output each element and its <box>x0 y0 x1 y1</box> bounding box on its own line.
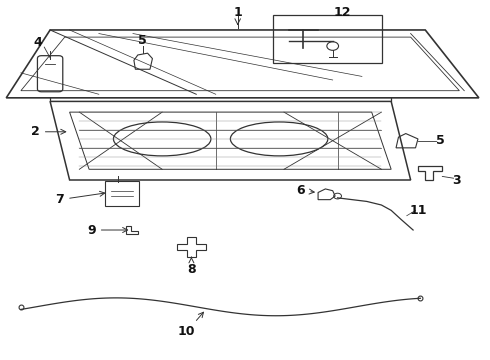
Text: 11: 11 <box>409 204 427 217</box>
Text: 10: 10 <box>178 312 203 338</box>
Text: 1: 1 <box>233 6 242 19</box>
Text: 5: 5 <box>436 134 444 147</box>
Text: 7: 7 <box>55 191 105 206</box>
Text: 4: 4 <box>33 36 42 49</box>
Text: 5: 5 <box>138 34 147 47</box>
Text: 12: 12 <box>334 6 351 19</box>
Text: 9: 9 <box>87 224 127 237</box>
Text: 6: 6 <box>297 184 314 197</box>
Text: 3: 3 <box>453 174 461 186</box>
Text: 2: 2 <box>31 125 66 138</box>
Text: 8: 8 <box>187 257 196 276</box>
